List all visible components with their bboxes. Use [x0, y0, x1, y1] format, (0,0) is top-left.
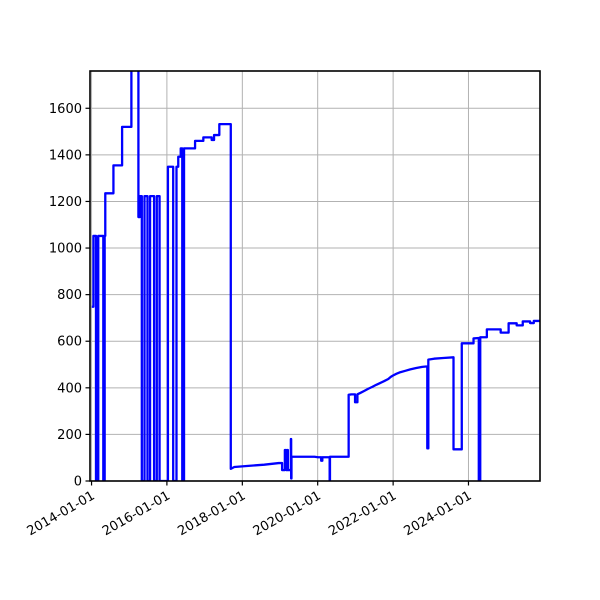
y-tick-label: 0: [74, 475, 82, 490]
grid-lines: [90, 71, 540, 481]
y-tick-label: 400: [57, 381, 82, 396]
y-tick-label: 200: [57, 428, 82, 443]
series-line: [91, 71, 540, 481]
plot-border: [89, 70, 541, 482]
y-tick-label: 1400: [49, 148, 82, 163]
y-tick-label: 1000: [49, 242, 82, 257]
y-tick-labels: 0 200 400 600 800 1000 1200 1400 1600: [49, 102, 82, 490]
y-tick-label: 600: [57, 335, 82, 350]
y-tick-label: 1600: [49, 102, 82, 117]
y-tick-label: 1200: [49, 195, 82, 210]
y-tick-label: 800: [57, 288, 82, 303]
data-line: [91, 71, 540, 481]
